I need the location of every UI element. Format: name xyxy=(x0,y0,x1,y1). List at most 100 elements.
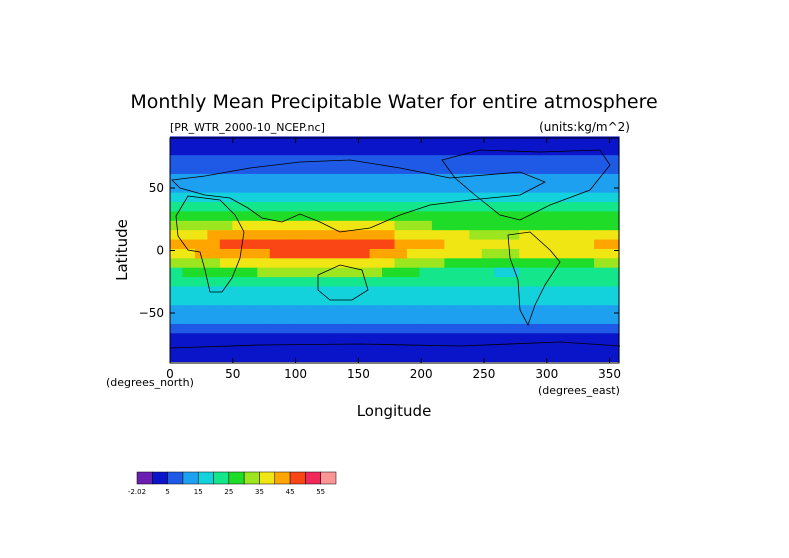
heat-cell xyxy=(294,248,308,259)
heat-cell xyxy=(244,164,258,175)
heat-cell xyxy=(494,323,508,334)
heat-cell xyxy=(406,333,421,344)
heat-cell xyxy=(232,248,246,259)
heat-cell xyxy=(519,277,533,288)
heat-cell xyxy=(307,286,321,297)
heat-cell xyxy=(531,333,545,344)
heat-cell xyxy=(556,211,570,222)
heat-cell xyxy=(606,333,620,344)
heat-cell xyxy=(394,323,408,334)
heat-cell xyxy=(369,295,383,306)
plot-area xyxy=(169,136,621,364)
heat-cell xyxy=(344,333,358,344)
heat-cell xyxy=(357,145,371,156)
heat-cell xyxy=(382,220,396,231)
heat-cell xyxy=(406,323,421,334)
heat-cell xyxy=(319,305,333,316)
x-tick-label: 100 xyxy=(284,367,307,381)
heat-cell xyxy=(444,295,458,306)
heat-cell xyxy=(382,202,396,213)
heat-cell xyxy=(494,305,508,316)
heat-cell xyxy=(344,173,358,184)
heat-cell xyxy=(494,164,508,175)
heat-cell xyxy=(294,342,308,353)
heat-cell xyxy=(294,155,308,166)
heat-cell xyxy=(481,305,495,316)
heat-cell xyxy=(444,220,458,231)
heat-cell xyxy=(257,155,271,166)
heat-cell xyxy=(207,323,221,334)
heat-cell xyxy=(556,145,570,156)
heat-cell xyxy=(282,183,296,194)
heat-cell xyxy=(269,136,283,147)
heat-cell xyxy=(319,173,333,184)
heat-cell xyxy=(232,277,246,288)
heat-cell xyxy=(481,352,495,363)
heat-cell xyxy=(531,211,545,222)
heat-cell xyxy=(282,230,296,241)
heat-cell xyxy=(419,258,433,269)
heat-cell xyxy=(419,183,433,194)
heat-cell xyxy=(357,277,371,288)
heat-cell xyxy=(269,258,283,269)
heat-cell xyxy=(594,202,608,213)
y-unit-label: (degrees_north) xyxy=(106,376,194,389)
heat-cell xyxy=(431,333,445,344)
heat-cell xyxy=(219,323,233,334)
heat-cell xyxy=(444,192,458,203)
heat-cell xyxy=(232,286,246,297)
heat-cell xyxy=(232,192,246,203)
heat-cell xyxy=(444,352,458,363)
heat-cell xyxy=(369,258,383,269)
heat-cell xyxy=(369,155,383,166)
y-axis-label: Latitude xyxy=(113,219,131,281)
heat-cell xyxy=(569,258,583,269)
heat-cell xyxy=(581,248,595,259)
heat-cell xyxy=(170,211,184,222)
heat-cell xyxy=(170,239,184,250)
heat-cell xyxy=(182,286,196,297)
heat-cell xyxy=(244,258,258,269)
heat-cell xyxy=(506,211,520,222)
heat-cell xyxy=(581,277,595,288)
heat-cell xyxy=(394,286,408,297)
heat-cell xyxy=(357,258,371,269)
heat-cell xyxy=(606,248,620,259)
heat-cell xyxy=(456,295,470,306)
heat-cell xyxy=(219,352,233,363)
heat-cell xyxy=(382,136,396,147)
heat-cell xyxy=(581,286,595,297)
heat-cell xyxy=(594,183,608,194)
heat-cell xyxy=(544,239,558,250)
heat-cell xyxy=(294,211,308,222)
heat-cell xyxy=(307,220,321,231)
heat-cell xyxy=(344,314,358,325)
heat-cell xyxy=(456,286,470,297)
heat-cell xyxy=(506,248,520,259)
heat-cell xyxy=(182,323,196,334)
heat-cell xyxy=(269,267,283,278)
heat-cell xyxy=(294,183,308,194)
heat-cell xyxy=(382,239,396,250)
heat-cell xyxy=(307,267,321,278)
heat-cell xyxy=(469,192,483,203)
heat-cell xyxy=(294,314,308,325)
heat-cell xyxy=(170,267,184,278)
heat-cell xyxy=(207,183,221,194)
heat-cell xyxy=(344,136,358,147)
heat-cell xyxy=(294,352,308,363)
north-america-outline xyxy=(441,149,611,221)
heat-cell xyxy=(332,164,346,175)
heat-cell xyxy=(556,267,570,278)
heat-cell xyxy=(606,173,620,184)
heat-cell xyxy=(357,267,371,278)
heat-cell xyxy=(431,286,445,297)
source-label: [PR_WTR_2000-10_NCEP.nc] xyxy=(170,121,325,134)
heat-cell xyxy=(431,258,445,269)
heat-cell xyxy=(282,145,296,156)
heat-cell xyxy=(194,155,209,166)
heat-cell xyxy=(531,230,545,241)
heat-cell xyxy=(219,173,233,184)
heat-cell xyxy=(382,258,396,269)
heat-cell xyxy=(519,230,533,241)
